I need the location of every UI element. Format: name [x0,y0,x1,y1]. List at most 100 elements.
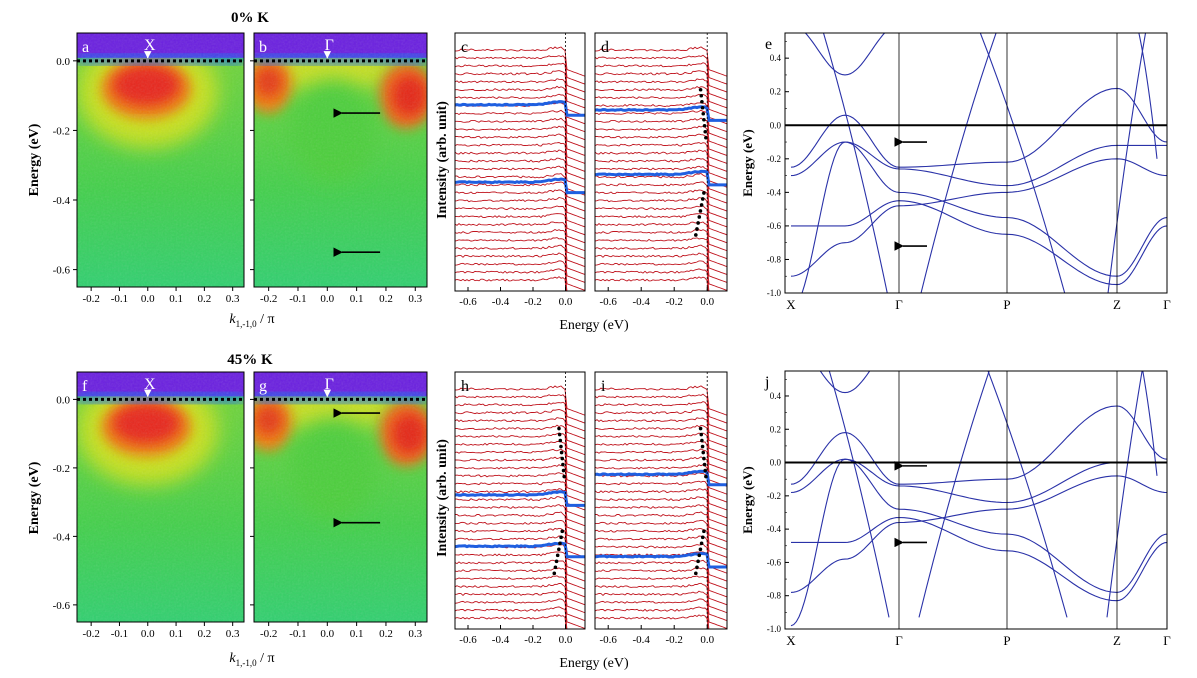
edc-curve [455,62,585,93]
peak-dot [694,233,698,237]
edc-curve [595,276,709,291]
peak-dot [703,129,708,134]
peak-dot [702,462,707,467]
edc-curves [595,46,727,291]
edc-curve [595,149,727,180]
edc-curve [595,385,727,416]
peak-dot [553,565,558,570]
kpoint-tick-label: Z [1113,297,1121,312]
ytick-label: -0.2 [767,154,781,164]
kpoint-tick-label: Z [1113,633,1121,648]
arpes-xlabel-top: k1,-1,0 / π [229,312,274,329]
xtick-label: 0.2 [379,293,393,305]
row-title-bottom: 45% K [227,352,273,368]
ytick-label: -0.4 [53,195,71,207]
edc-curve [455,181,585,212]
peak-dot [557,547,561,552]
band-curve [790,87,1167,168]
edc-curve [455,205,585,236]
kpoint-tick-label: Γ [895,297,903,312]
edc-curve [455,417,585,448]
xtick-label: -0.1 [111,628,128,640]
peak-dot [559,535,563,540]
edc-curve [595,582,727,614]
edc-curve [455,401,585,432]
panel-frame [454,371,586,630]
panel-letter: h [461,378,469,395]
panel-letter: a [82,39,89,56]
edc-highlight-curve [455,490,585,507]
kpoint-tick-label: P [1003,297,1010,312]
xtick-label: -0.6 [459,634,477,646]
panel-letter: g [259,378,267,395]
ytick-label: -0.6 [767,557,782,567]
edc-curve [595,606,710,629]
peak-dot [698,547,703,552]
edc-curve [595,221,727,252]
ytick-label: 0.0 [770,458,782,468]
band-curve [804,33,1167,76]
band-curve [828,371,890,618]
peak-dot [561,462,565,467]
peak-dot [562,474,566,479]
kpoint-label: Γ [325,37,334,54]
peak-dot [700,105,705,110]
edc-curve [455,125,585,156]
kpoint-label: X [144,37,156,54]
edc-xlabel-top: Energy (eV) [559,318,629,333]
xtick-label: -0.4 [632,634,650,646]
band-curve [987,371,1068,618]
edc-curve [455,551,585,582]
xtick-label: 0.3 [226,293,240,305]
edc-xlabel-bottom: Energy (eV) [559,656,629,671]
band-curve [979,33,1066,293]
peak-dot [554,559,559,564]
xtick-label: -0.1 [289,293,306,305]
peak-dot [560,529,565,534]
intensity-map [77,33,244,287]
peak-dot [701,450,706,455]
xtick-label: -0.2 [524,634,541,646]
xtick-label: -0.6 [459,296,477,308]
map-noise [254,372,427,622]
peak-dot [695,565,699,570]
edc-highlight-curve [455,177,585,195]
edc-curve [455,535,585,566]
xtick-label: 0.0 [559,634,573,646]
panel-letter: d [601,39,609,56]
edc-curve [455,244,585,275]
edc-highlight-curve [455,100,585,117]
edc-curve [455,385,585,416]
peak-dot [555,553,560,558]
xtick-label: 0.1 [350,628,364,640]
intensity-map [254,33,427,287]
arpes-xlabel-tail-bottom: / π [257,651,275,666]
peak-dot [559,444,563,449]
edc-curve [455,260,585,291]
edc-curve [595,78,727,109]
ytick-label: 0.0 [56,56,70,68]
band-curve [790,405,1167,485]
edc-highlight-curve [595,551,727,569]
edc-curve [455,237,585,268]
edc-curve [455,78,585,109]
edc-curve [595,237,727,268]
edc-curve [595,511,727,543]
peak-dot [697,553,702,558]
edc-curve [595,504,727,535]
edc-curve [595,54,727,85]
panel-frame [784,370,1168,630]
arpes-panel-b: b Γ -0.2 -0.1 0.0 0.1 0.2 0.3 [250,32,428,305]
edc-ylabel-top: Intensity (arb. unit) [435,101,450,219]
xtick-label: -0.1 [289,628,306,640]
ytick-label: -0.6 [53,600,71,612]
xtick-label: -0.1 [111,293,128,305]
peak-dot [704,474,708,479]
panel-frame [594,371,728,630]
peak-dot [557,432,562,437]
ytick-label: -0.4 [53,531,71,543]
edc-curve [455,117,585,149]
xtick-label: -0.4 [492,634,510,646]
band-curve [819,371,871,394]
xtick-label: 0.3 [408,628,422,640]
